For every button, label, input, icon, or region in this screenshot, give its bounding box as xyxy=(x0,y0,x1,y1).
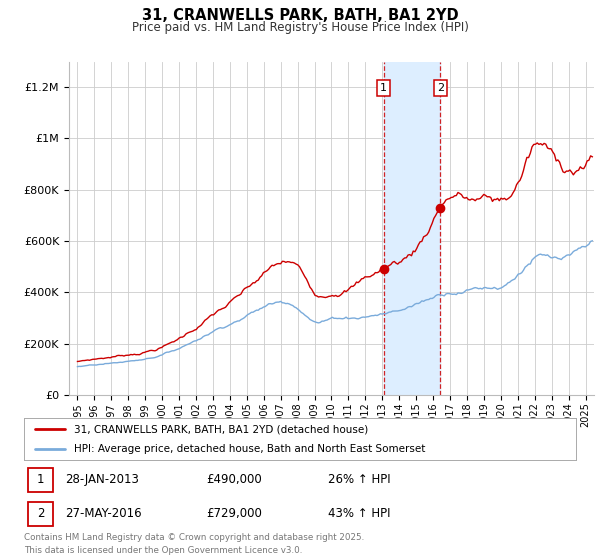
Text: Contains HM Land Registry data © Crown copyright and database right 2025.
This d: Contains HM Land Registry data © Crown c… xyxy=(24,533,364,554)
Text: 1: 1 xyxy=(37,473,44,486)
Text: 1: 1 xyxy=(380,83,387,94)
Text: 26% ↑ HPI: 26% ↑ HPI xyxy=(328,473,390,486)
Text: 43% ↑ HPI: 43% ↑ HPI xyxy=(328,507,390,520)
Text: 28-JAN-2013: 28-JAN-2013 xyxy=(65,473,139,486)
Bar xyxy=(383,62,440,395)
Text: 31, CRANWELLS PARK, BATH, BA1 2YD (detached house): 31, CRANWELLS PARK, BATH, BA1 2YD (detac… xyxy=(74,424,368,434)
Text: £729,000: £729,000 xyxy=(206,507,262,520)
Text: 31, CRANWELLS PARK, BATH, BA1 2YD: 31, CRANWELLS PARK, BATH, BA1 2YD xyxy=(142,8,458,24)
FancyBboxPatch shape xyxy=(28,502,53,526)
FancyBboxPatch shape xyxy=(28,468,53,492)
Text: 2: 2 xyxy=(437,83,444,94)
Text: Price paid vs. HM Land Registry's House Price Index (HPI): Price paid vs. HM Land Registry's House … xyxy=(131,21,469,34)
Text: 27-MAY-2016: 27-MAY-2016 xyxy=(65,507,142,520)
Text: HPI: Average price, detached house, Bath and North East Somerset: HPI: Average price, detached house, Bath… xyxy=(74,444,425,454)
Text: £490,000: £490,000 xyxy=(206,473,262,486)
Text: 2: 2 xyxy=(37,507,44,520)
